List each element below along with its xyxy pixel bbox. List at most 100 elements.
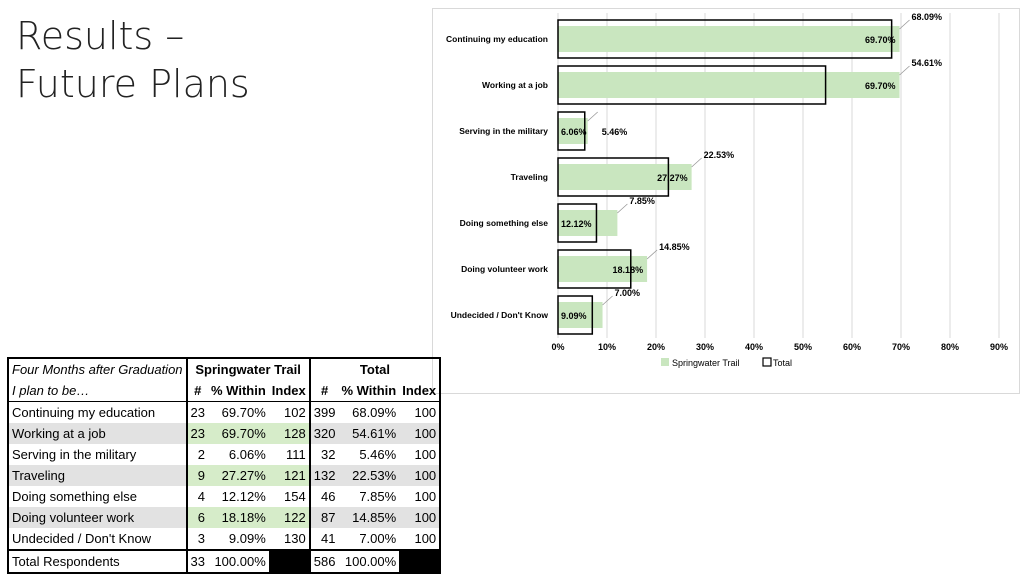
table-row: Traveling 9 27.27% 121 132 22.53% 100 (7, 465, 442, 486)
total-bar (557, 111, 586, 151)
sw-pct: 69.70% (208, 423, 269, 444)
total-count: 132 (309, 465, 339, 486)
sw-count: 23 (190, 405, 205, 420)
row-label: Working at a job (7, 423, 188, 444)
springwater-data-label: 6.06% (561, 127, 587, 137)
total-t-count: 586 (309, 549, 339, 574)
total-index: 100 (399, 507, 442, 528)
sw-count: 2 (197, 447, 205, 462)
category-label: Doing something else (460, 218, 549, 228)
slide-title: Results – Future Plans (16, 12, 250, 108)
table-row: Doing something else 4 12.12% 154 46 7.8… (7, 486, 442, 507)
legend-label-total: Total (773, 358, 792, 368)
total-pct: 68.09% (352, 405, 397, 420)
total-label-leader (899, 65, 910, 76)
sw-count: 3 (197, 531, 205, 546)
total-data-label: 68.09% (912, 12, 943, 22)
sw-pct: 18.18% (208, 507, 269, 528)
total-pct: 7.85% (359, 489, 397, 504)
category-label: Undecided / Don't Know (451, 310, 549, 320)
category-label: Traveling (511, 172, 548, 182)
springwater-data-label: 69.70% (865, 81, 896, 91)
sw-count: 9 (186, 465, 208, 486)
springwater-data-label: 12.12% (561, 219, 592, 229)
total-label-leader (587, 111, 598, 122)
table-header-label: Four Months after Graduation (7, 357, 188, 380)
total-index: 100 (399, 486, 442, 507)
total-count: 41 (320, 531, 336, 546)
total-pct: 14.85% (338, 507, 400, 528)
springwater-data-label: 27.27% (657, 173, 688, 183)
x-tick-label: 70% (892, 342, 910, 352)
total-sw-count: 33 (186, 549, 208, 574)
table-header-row-1: Four Months after Graduation Springwater… (7, 357, 442, 380)
total-count: 87 (309, 507, 339, 528)
sw-pct: 69.70% (221, 405, 266, 420)
total-index: 100 (399, 444, 442, 465)
row-label: Undecided / Don't Know (7, 528, 188, 550)
legend-swatch-total (762, 357, 772, 367)
total-data-label: 22.53% (704, 150, 735, 160)
springwater-data-label: 18.18% (613, 265, 644, 275)
total-index: 100 (399, 423, 442, 444)
total-label: Total Respondents (7, 549, 188, 574)
total-pct: 5.46% (359, 447, 397, 462)
total-bar (557, 203, 598, 243)
springwater-bar (558, 302, 603, 328)
springwater-bar (558, 256, 648, 282)
sw-pct: 27.27% (208, 465, 269, 486)
sw-index: 102 (268, 401, 311, 423)
x-tick-label: 90% (990, 342, 1008, 352)
total-index: 100 (399, 528, 442, 550)
table-header-row-2: I plan to be… # % Within Index # % Withi… (7, 380, 442, 402)
total-data-label: 7.85% (629, 196, 655, 206)
table-subheader-count: # (309, 380, 339, 402)
sw-pct: 12.12% (221, 489, 266, 504)
table-subheader-index: Index (268, 380, 311, 402)
total-pct: 54.61% (338, 423, 400, 444)
results-table: Four Months after Graduation Springwater… (7, 357, 442, 574)
total-index: 100 (399, 401, 442, 423)
sw-index: 130 (268, 528, 311, 550)
total-label-leader (617, 203, 628, 214)
table-row: Working at a job 23 69.70% 128 320 54.61… (7, 423, 442, 444)
x-tick-label: 40% (745, 342, 763, 352)
row-label: Doing volunteer work (7, 507, 188, 528)
legend-label-springwater: Springwater Trail (672, 358, 740, 368)
total-bar (557, 249, 632, 289)
total-sw-index-blank (268, 549, 311, 574)
springwater-data-label: 9.09% (561, 311, 587, 321)
total-label-leader (691, 157, 702, 168)
category-label: Continuing my education (446, 34, 548, 44)
bar-chart-panel: 0% 10% 20% 30% 40% 50% 60% 70% 80% 90% Continuing … (432, 8, 1020, 394)
x-tick-label: 50% (794, 342, 812, 352)
x-tick-label: 30% (696, 342, 714, 352)
total-label-leader (899, 19, 910, 30)
total-count: 399 (313, 405, 336, 420)
total-bar (557, 157, 670, 197)
sw-count: 4 (197, 489, 205, 504)
legend-swatch-springwater (661, 358, 669, 366)
table-row: Undecided / Don't Know 3 9.09% 130 41 7.… (7, 528, 442, 550)
table-total-row: Total Respondents 33 100.00% 586 100.00% (7, 549, 442, 574)
x-tick-label: 10% (598, 342, 616, 352)
sw-count: 6 (186, 507, 208, 528)
table-subheader-pct: % Within (208, 380, 269, 402)
sw-index: 154 (268, 486, 311, 507)
sw-index: 128 (268, 423, 311, 444)
sw-pct: 6.06% (228, 447, 266, 462)
springwater-data-label: 69.70% (865, 35, 896, 45)
springwater-bar (558, 118, 588, 144)
table-subheader-pct: % Within (338, 380, 400, 402)
total-data-label: 5.46% (602, 127, 628, 137)
total-bar (557, 19, 893, 59)
total-count: 320 (309, 423, 339, 444)
sw-index: 111 (268, 444, 311, 465)
total-label-leader (602, 295, 613, 306)
slide-title-line1: Results – (16, 14, 185, 58)
total-t-index-blank (399, 549, 442, 574)
x-tick-label: 60% (843, 342, 861, 352)
total-index: 100 (399, 465, 442, 486)
total-bar (557, 295, 594, 335)
total-bar (557, 65, 827, 105)
